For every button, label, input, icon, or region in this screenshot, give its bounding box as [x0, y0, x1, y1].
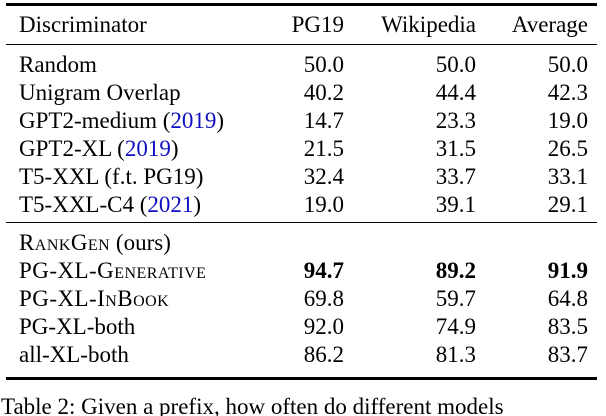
- value-cell: 92.0: [303, 314, 344, 340]
- value-cell: 94.7: [303, 258, 344, 284]
- table-row-unigram-overlap: Unigram Overlap 40.2 44.4 42.3: [6, 79, 597, 107]
- value-cell: 83.5: [547, 314, 588, 340]
- row-label-text: Unigram Overlap: [19, 79, 181, 105]
- table-caption: Table 2: Given a prefix, how often do di…: [1, 394, 504, 416]
- table-row-pg-xl-both: PG-XL-both 92.0 74.9 83.5: [6, 313, 597, 341]
- citation-year-link[interactable]: 2019: [170, 107, 217, 133]
- citation-year-link[interactable]: 2019: [124, 135, 171, 161]
- value-cell: 50.0: [435, 51, 476, 77]
- table-row-gpt2-xl-2019: GPT2-XL (2019) 21.5 31.5 26.5: [6, 135, 597, 163]
- row-label: PG-XL-InBook: [6, 285, 268, 313]
- table-row-pg-xl-inbook: PG-XL-InBook 69.8 59.7 64.8: [6, 285, 597, 313]
- value-cell: 64.8: [547, 286, 588, 312]
- row-label-text: ): [216, 107, 225, 133]
- citation-year-link[interactable]: 2021: [147, 191, 194, 217]
- table-row-t5-xxl-c4-2021: T5-XXL-C4 (2021) 19.0 39.1 29.1: [6, 191, 597, 219]
- row-label-text: ): [170, 135, 179, 161]
- value-cell: 81.3: [435, 342, 476, 368]
- rankgen-rows-section: RankGen (ours) PG-XL-Generative 94.7 89.2 91…: [6, 223, 597, 377]
- table-row-gpt2-medium-2019: GPT2-medium (2019) 14.7 23.3 19.0: [6, 107, 597, 135]
- value-cell: 91.9: [547, 258, 588, 284]
- value-cell: 19.0: [303, 191, 344, 217]
- value-cell: 50.0: [547, 51, 588, 77]
- value-cell: 89.2: [435, 258, 476, 284]
- value-cell: 74.9: [435, 314, 476, 340]
- table-row-t5-xxl-f-t-pg19: T5-XXL (f.t. PG19) 32.4 33.7 33.1: [6, 163, 597, 191]
- value-cell: 19.0: [547, 107, 588, 133]
- row-label-text: PG-XL-both: [19, 314, 136, 340]
- value-cell: 39.1: [435, 191, 476, 217]
- table-row-all-xl-both: all-XL-both 86.2 81.3 83.7: [6, 341, 597, 369]
- baseline-rows-section: Random 50.0 50.0 50.0 Unigram Overlap 40.2 44.…: [6, 45, 597, 222]
- value-cell: 31.5: [435, 135, 476, 161]
- row-label: GPT2-medium (2019): [6, 107, 268, 135]
- row-label: Unigram Overlap: [6, 79, 268, 107]
- row-label-text: GPT2-XL (: [19, 135, 125, 161]
- col-header-pg19: PG19: [291, 11, 344, 37]
- table-bottom-rule: [6, 377, 597, 380]
- value-cell: 14.7: [303, 107, 344, 133]
- value-cell: 33.7: [435, 163, 476, 189]
- table-header-rule: [6, 43, 597, 45]
- table-row-rankgen-ours: RankGen (ours): [6, 229, 597, 257]
- row-label: RankGen (ours): [6, 229, 268, 257]
- row-label-text: all-XL-both: [19, 342, 129, 368]
- row-label: Random: [6, 51, 268, 79]
- table-row-pg-xl-generative: PG-XL-Generative 94.7 89.2 91.9: [6, 257, 597, 285]
- row-label-text: T5-XXL (f.t. PG19): [19, 163, 204, 189]
- value-cell: 50.0: [303, 51, 344, 77]
- row-label: T5-XXL-C4 (2021): [6, 191, 268, 219]
- table-header-row: Discriminator PG19 Wikipedia Average: [6, 6, 597, 44]
- value-cell: 59.7: [435, 286, 476, 312]
- table-mid-rule: [6, 221, 597, 224]
- col-header-average: Average: [511, 11, 588, 37]
- row-label-text: ): [193, 191, 202, 217]
- row-label: PG-XL-both: [6, 313, 268, 341]
- value-cell: 83.7: [547, 342, 588, 368]
- col-header-wikipedia: Wikipedia: [381, 11, 476, 37]
- value-cell: 42.3: [547, 79, 588, 105]
- value-cell: 32.4: [303, 163, 344, 189]
- value-cell: 21.5: [303, 135, 344, 161]
- row-label-text: PG-XL-Generative: [19, 258, 207, 284]
- row-label: T5-XXL (f.t. PG19): [6, 163, 268, 191]
- row-label: GPT2-XL (2019): [6, 135, 268, 163]
- value-cell: 69.8: [303, 286, 344, 312]
- row-label-text: PG-XL-InBook: [19, 286, 170, 312]
- value-cell: 26.5: [547, 135, 588, 161]
- value-cell: 33.1: [547, 163, 588, 189]
- value-cell: 40.2: [303, 79, 344, 105]
- row-label: PG-XL-Generative: [6, 257, 268, 285]
- value-cell: 29.1: [547, 191, 588, 217]
- value-cell: 86.2: [303, 342, 344, 368]
- table-row-random: Random 50.0 50.0 50.0: [6, 51, 597, 79]
- col-header-discriminator: Discriminator: [19, 11, 147, 37]
- value-cell: 23.3: [435, 107, 476, 133]
- table-top-rule: [6, 3, 597, 6]
- row-label-text: GPT2-medium (: [19, 107, 171, 133]
- row-label: all-XL-both: [6, 341, 268, 369]
- row-label-text: RankGen: [19, 230, 111, 256]
- value-cell: 44.4: [435, 79, 476, 105]
- row-label-text: (ours): [110, 230, 171, 256]
- row-label-text: T5-XXL-C4 (: [19, 191, 148, 217]
- row-label-text: Random: [19, 51, 97, 77]
- results-table: Discriminator PG19 Wikipedia Average Ran…: [6, 3, 597, 380]
